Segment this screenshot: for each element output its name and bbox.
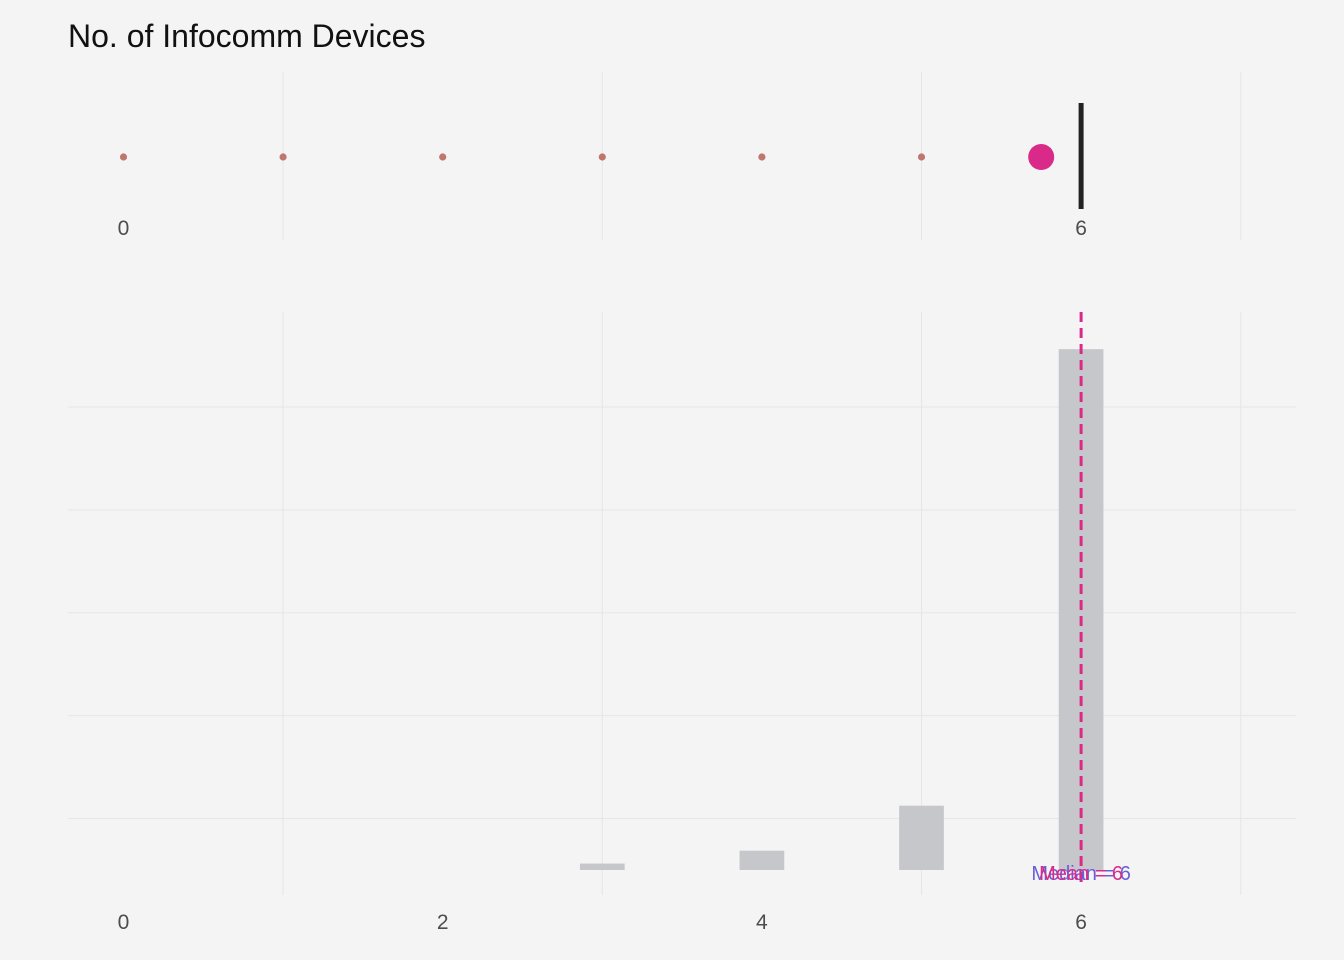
chart-title: No. of Infocomm Devices (68, 18, 426, 54)
dot-point (758, 153, 766, 161)
value-label: 6 (1075, 217, 1087, 240)
x-tick-label: 0 (118, 911, 130, 934)
dot-point (119, 153, 128, 161)
x-tick-label: 6 (1075, 911, 1087, 934)
highlight-point (1028, 144, 1055, 170)
histogram-bar (579, 863, 625, 870)
x-tick-label: 4 (756, 911, 768, 934)
dot-point (598, 153, 606, 161)
stat-annotation: Median = 6 (1031, 863, 1131, 885)
histogram-bar (739, 850, 785, 870)
dot-point (917, 153, 926, 161)
x-tick-label: 2 (437, 911, 449, 934)
dot-point (279, 153, 287, 161)
histogram-bar (899, 805, 944, 870)
stat-annotation: Mean = 6 (1039, 863, 1123, 885)
value-label: 0 (118, 217, 130, 240)
dot-point (439, 153, 447, 161)
